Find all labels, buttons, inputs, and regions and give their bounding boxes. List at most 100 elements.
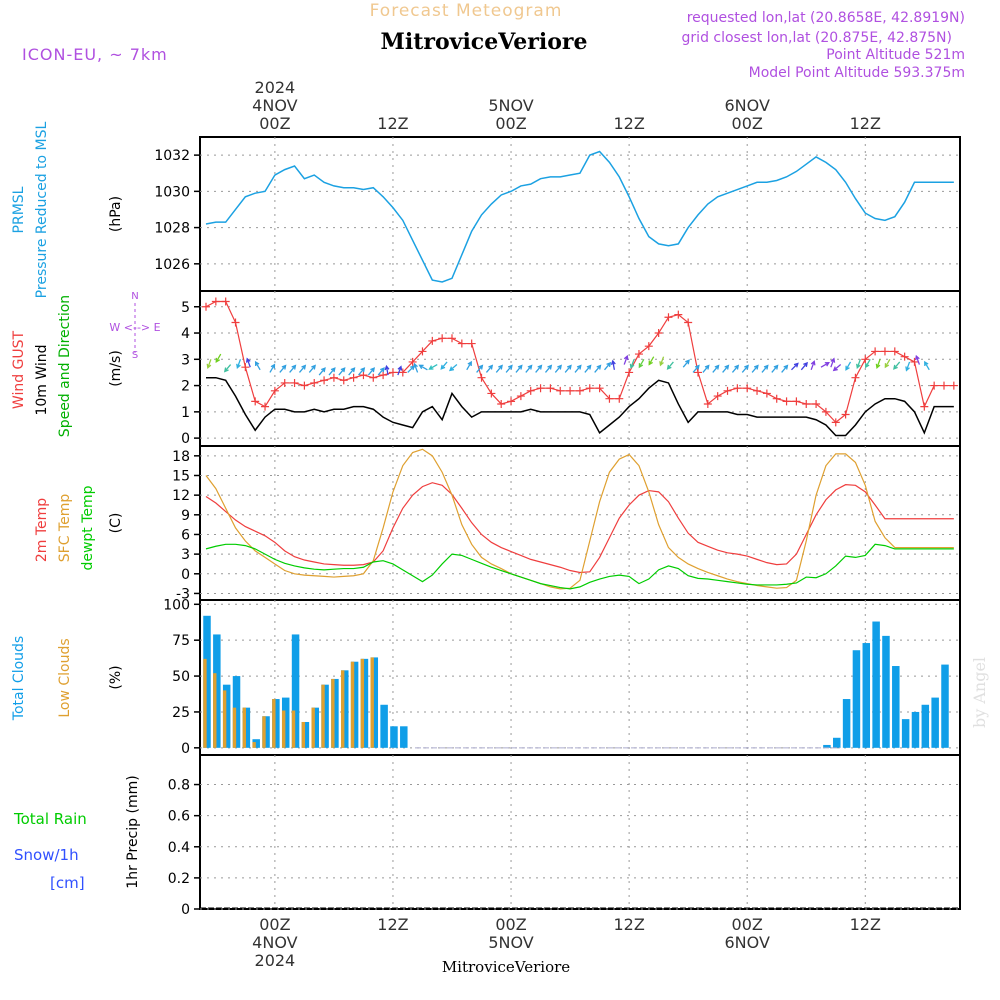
wind-direction-arrow: [905, 361, 911, 372]
panel-pressure: 1026 1028 1030 1032 (hPa) PRMSL Pressure Reduc…: [11, 121, 961, 298]
gust-marker: [438, 334, 447, 343]
panel-title: Low Clouds: [57, 638, 73, 717]
total-cloud-bar: [222, 684, 231, 748]
wind-direction-arrow: [865, 358, 871, 369]
wind-direction-arrow: [413, 362, 419, 373]
wind-direction-arrow: [584, 364, 592, 373]
panel-title: 2m Temp: [34, 498, 50, 562]
wind-direction-arrow: [348, 367, 356, 376]
gust-marker: [900, 352, 909, 361]
wind-direction-arrow: [682, 359, 690, 368]
series-line-pressure: [205, 150, 954, 283]
ytick-label: 0.2: [168, 871, 190, 887]
wind-direction-arrow: [367, 367, 376, 376]
wind-direction-arrow: [384, 364, 390, 376]
wind-direction-arrow: [648, 356, 655, 366]
gust-marker: [526, 386, 535, 395]
wind-direction-arrow: [731, 364, 740, 373]
total-cloud-bar: [370, 657, 379, 748]
gust-marker: [290, 378, 299, 387]
low-cloud-bar: [321, 684, 325, 748]
gust-marker: [398, 368, 407, 377]
wind-direction-arrow: [269, 363, 276, 373]
total-cloud-bar: [301, 721, 310, 748]
gust-marker: [762, 389, 771, 398]
gust-marker: [733, 384, 742, 393]
total-cloud-bar: [213, 634, 221, 748]
ytick-label: 75: [172, 633, 190, 649]
wind-direction-arrow: [215, 353, 222, 364]
gust-marker: [388, 368, 397, 377]
wind-direction-arrow: [554, 364, 562, 373]
top-time-label: 6NOV: [724, 96, 769, 115]
ytick-label: 0: [181, 902, 190, 918]
panel-title: SFC Temp: [57, 494, 73, 563]
total-cloud-bar: [852, 650, 861, 748]
ytick-label: 12: [172, 488, 190, 504]
panel-title: 10m Wind: [34, 344, 50, 415]
total-cloud-bar: [331, 678, 339, 748]
gust-marker: [684, 318, 693, 327]
wind-direction-arrow: [771, 364, 779, 373]
y-axis-label: (C): [108, 513, 124, 534]
ytick-label: 0.4: [168, 840, 190, 856]
wind-direction-arrow: [318, 367, 326, 376]
ytick-label: 1026: [154, 257, 190, 273]
low-cloud-bar: [360, 658, 365, 748]
gust-marker: [792, 397, 801, 406]
low-cloud-bar: [222, 690, 227, 748]
total-cloud-bar: [390, 726, 398, 748]
wind-direction-arrow: [525, 364, 533, 373]
wind-direction-arrow: [915, 354, 921, 365]
panel-frame: [199, 754, 961, 910]
wind-direction-arrow: [505, 364, 513, 373]
wind-direction-arrow: [418, 364, 428, 371]
wind-direction-arrow: [875, 359, 881, 370]
gust-marker: [831, 418, 840, 427]
wind-direction-arrow: [893, 361, 901, 370]
panel-title: Total Clouds: [11, 636, 27, 721]
gust-marker: [920, 402, 929, 411]
gust-marker: [949, 381, 958, 390]
panel-frame: [199, 136, 961, 292]
gust-marker: [349, 373, 358, 382]
total-cloud-bar: [242, 707, 251, 748]
gust-marker: [753, 386, 762, 395]
gust-marker: [575, 386, 584, 395]
total-cloud-bar: [872, 621, 880, 748]
wind-direction-arrow: [448, 364, 458, 372]
gust-marker: [723, 386, 732, 395]
gust-marker: [477, 373, 486, 382]
ytick-label: 4: [181, 326, 190, 342]
wind-direction-arrow: [564, 364, 572, 373]
total-cloud-bar: [842, 699, 851, 748]
gust-marker: [644, 342, 653, 351]
wind-direction-arrow: [856, 359, 861, 370]
wind-direction-arrow: [638, 358, 645, 369]
total-cloud-bar: [892, 666, 900, 748]
gust-marker: [507, 397, 516, 406]
top-time-label: 00Z: [259, 114, 290, 133]
gust-marker: [605, 394, 614, 403]
top-time-label: 4NOV: [252, 96, 297, 115]
gust-marker: [615, 394, 624, 403]
gust-marker: [221, 297, 230, 306]
total-cloud-bar: [882, 635, 890, 748]
wind-direction-arrow: [751, 364, 759, 373]
total-cloud-bar: [823, 744, 831, 748]
gust-marker: [821, 407, 830, 416]
wind-direction-arrow: [254, 360, 261, 371]
gust-marker: [379, 371, 388, 380]
gust-marker: [625, 368, 634, 377]
low-cloud-bar: [262, 716, 266, 748]
requested-lonlat: requested lon,lat (20.8658E, 42.8919N): [687, 10, 965, 26]
gust-marker: [408, 357, 417, 366]
low-cloud-bar: [232, 707, 237, 748]
ytick-label: 0.8: [168, 778, 190, 794]
total-cloud-bar: [232, 676, 241, 748]
ytick-label: 0: [181, 741, 190, 757]
gust-marker: [880, 347, 889, 356]
wind-direction-arrow: [712, 364, 720, 373]
wind-direction-arrow: [476, 364, 484, 373]
